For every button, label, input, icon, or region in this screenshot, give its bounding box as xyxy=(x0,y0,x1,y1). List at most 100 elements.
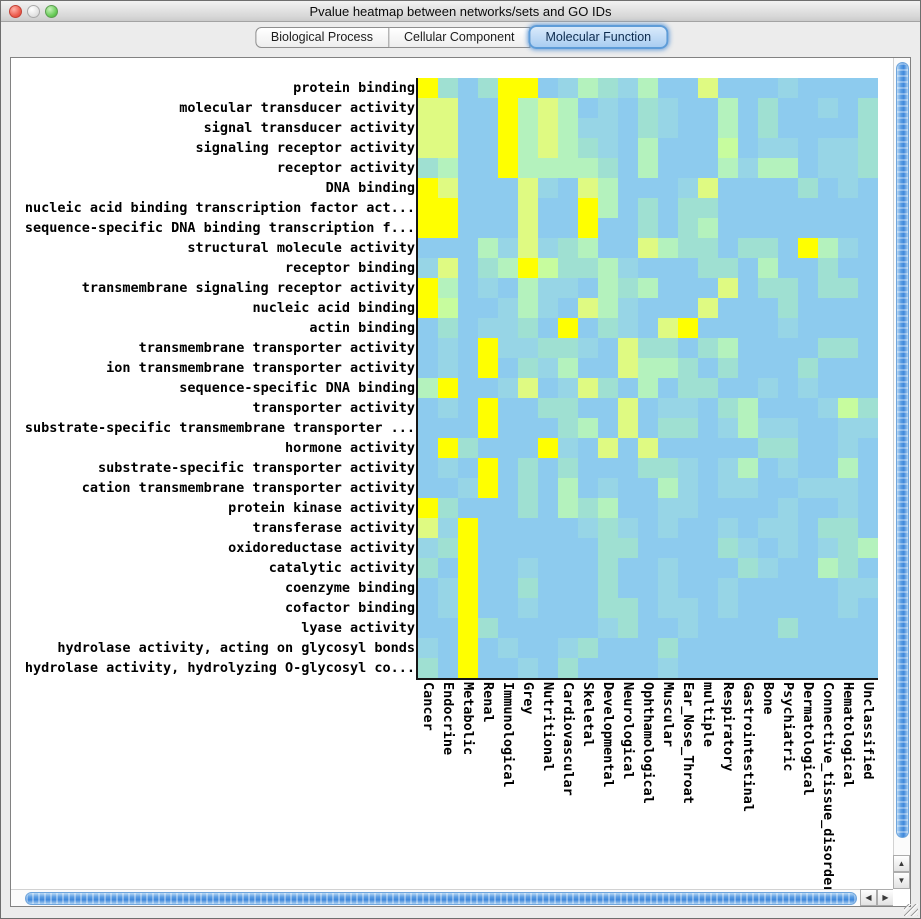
zoom-button-icon[interactable] xyxy=(45,5,58,18)
heatmap-cell xyxy=(538,298,558,318)
heatmap-cell xyxy=(818,538,838,558)
heatmap-cell xyxy=(858,378,878,398)
heatmap-cell xyxy=(698,118,718,138)
heatmap-cell xyxy=(758,258,778,278)
heatmap-cell xyxy=(518,438,538,458)
heatmap-cell xyxy=(818,398,838,418)
heatmap-cell xyxy=(538,338,558,358)
heatmap-cell xyxy=(658,218,678,238)
heatmap-cell xyxy=(778,98,798,118)
heatmap-cell xyxy=(818,358,838,378)
scroll-right-arrow-icon[interactable]: ▶ xyxy=(877,889,894,906)
heatmap-cell xyxy=(558,458,578,478)
heatmap-cell xyxy=(798,338,818,358)
heatmap-cell xyxy=(558,378,578,398)
heatmap-cell xyxy=(618,258,638,278)
heatmap-cell xyxy=(858,638,878,658)
heatmap-cell xyxy=(598,278,618,298)
column-label: multiple xyxy=(700,682,716,748)
heatmap-cell xyxy=(738,638,758,658)
heatmap-cell xyxy=(838,618,858,638)
heatmap-cell xyxy=(458,418,478,438)
y-axis-line xyxy=(416,78,418,678)
scroll-left-arrow-icon[interactable]: ◀ xyxy=(860,889,877,906)
resize-grip-icon[interactable] xyxy=(904,904,918,916)
heatmap-cell xyxy=(558,338,578,358)
row-label: transmembrane signaling receptor activit… xyxy=(81,280,415,296)
heatmap-cell xyxy=(418,278,438,298)
close-button-icon[interactable] xyxy=(9,5,22,18)
scroll-down-arrow-icon[interactable]: ▼ xyxy=(893,872,910,889)
heatmap-cell xyxy=(698,98,718,118)
heatmap-cell xyxy=(458,98,478,118)
heatmap-cell xyxy=(738,138,758,158)
heatmap-cell xyxy=(798,178,818,198)
row-label: oxidoreductase activity xyxy=(228,540,415,556)
heatmap-cell xyxy=(458,498,478,518)
heatmap-cell xyxy=(718,278,738,298)
heatmap-cell xyxy=(558,518,578,538)
title-bar[interactable]: Pvalue heatmap between networks/sets and… xyxy=(1,1,920,22)
row-label: transporter activity xyxy=(252,400,415,416)
vertical-scrollbar-thumb[interactable] xyxy=(896,62,909,838)
heatmap-cell xyxy=(618,498,638,518)
heatmap-cell xyxy=(778,498,798,518)
heatmap-cell xyxy=(598,618,618,638)
heatmap-cell xyxy=(758,218,778,238)
heatmap-cell xyxy=(438,398,458,418)
heatmap-cell xyxy=(478,358,498,378)
heatmap-cell xyxy=(738,118,758,138)
heatmap-cell xyxy=(598,558,618,578)
heatmap-cell xyxy=(658,518,678,538)
tab-biological-process[interactable]: Biological Process xyxy=(254,26,390,48)
heatmap-cell xyxy=(838,538,858,558)
heatmap-cell xyxy=(598,518,618,538)
heatmap-cell xyxy=(498,238,518,258)
heatmap-cell xyxy=(538,218,558,238)
heatmap-cell xyxy=(498,138,518,158)
heatmap-cell xyxy=(838,638,858,658)
heatmap-cell xyxy=(778,458,798,478)
heatmap-cell xyxy=(618,358,638,378)
heatmap-cell xyxy=(638,398,658,418)
heatmap-cell xyxy=(778,658,798,678)
heatmap-cell xyxy=(798,378,818,398)
heatmap-cell xyxy=(638,138,658,158)
heatmap-cell xyxy=(578,518,598,538)
heatmap-cell xyxy=(498,258,518,278)
vertical-scrollbar[interactable] xyxy=(893,58,910,889)
heatmap-cell xyxy=(758,158,778,178)
heatmap-cell xyxy=(858,438,878,458)
heatmap-cell xyxy=(838,438,858,458)
heatmap-cell xyxy=(678,358,698,378)
heatmap-cell xyxy=(458,78,478,98)
heatmap-cell xyxy=(458,138,478,158)
heatmap-cell xyxy=(438,78,458,98)
heatmap-cell xyxy=(478,498,498,518)
heatmap-cell xyxy=(418,398,438,418)
minimize-button-icon[interactable] xyxy=(27,5,40,18)
heatmap-cell xyxy=(678,478,698,498)
heatmap-cell xyxy=(538,598,558,618)
heatmap-cell xyxy=(478,218,498,238)
heatmap-cell xyxy=(718,338,738,358)
heatmap-cell xyxy=(698,138,718,158)
heatmap-cell xyxy=(698,278,718,298)
scroll-up-arrow-icon[interactable]: ▲ xyxy=(893,855,910,872)
column-label: Respiratory xyxy=(720,682,736,772)
heatmap-cell xyxy=(818,138,838,158)
heatmap-cell xyxy=(478,658,498,678)
heatmap-cell xyxy=(498,518,518,538)
heatmap-cell xyxy=(678,338,698,358)
tab-cellular-component[interactable]: Cellular Component xyxy=(389,26,531,48)
horizontal-scrollbar-thumb[interactable] xyxy=(25,892,857,905)
heatmap-cell xyxy=(718,258,738,278)
heatmap-cell xyxy=(718,618,738,638)
heatmap-cell xyxy=(438,378,458,398)
horizontal-scrollbar[interactable] xyxy=(11,889,894,906)
heatmap-cell xyxy=(738,498,758,518)
heatmap-cell xyxy=(758,638,778,658)
tab-molecular-function[interactable]: Molecular Function xyxy=(528,25,669,49)
heatmap-cell xyxy=(758,658,778,678)
heatmap-cell xyxy=(858,518,878,538)
